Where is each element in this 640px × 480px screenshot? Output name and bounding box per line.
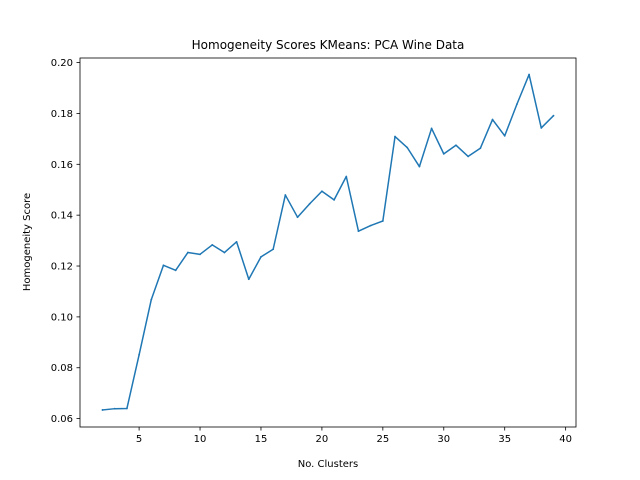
x-tick-label: 10 xyxy=(194,434,207,445)
data-point xyxy=(247,278,250,281)
data-point xyxy=(406,146,409,149)
series-line-0 xyxy=(101,73,555,411)
data-point xyxy=(467,155,470,158)
data-point xyxy=(503,134,506,137)
x-tick-label: 15 xyxy=(255,434,268,445)
data-point xyxy=(540,127,543,129)
y-axis-label: Homogeneity Score xyxy=(22,193,33,291)
y-tick-label: 0.06 xyxy=(51,414,73,425)
data-point xyxy=(235,240,238,243)
data-point xyxy=(369,224,372,227)
data-point xyxy=(381,220,384,222)
data-point xyxy=(186,251,189,254)
data-point xyxy=(491,118,494,121)
chart-title: Homogeneity Scores KMeans: PCA Wine Data xyxy=(192,38,465,52)
y-tick-label: 0.10 xyxy=(51,312,73,323)
data-point xyxy=(174,269,177,272)
data-point xyxy=(552,114,555,117)
data-point xyxy=(308,202,311,205)
data-point xyxy=(528,73,530,76)
data-point xyxy=(455,144,457,147)
axes-frame xyxy=(79,57,577,428)
data-point xyxy=(345,175,348,178)
data-point xyxy=(357,230,360,233)
x-tick-label: 5 xyxy=(136,434,142,445)
data-point xyxy=(272,248,275,251)
data-point xyxy=(284,194,287,196)
data-point xyxy=(442,152,445,155)
data-point xyxy=(199,253,201,256)
x-tick-label: 30 xyxy=(437,434,450,445)
y-tick-label: 0.12 xyxy=(51,262,73,273)
data-point xyxy=(515,103,518,106)
x-tick-label: 35 xyxy=(498,434,511,445)
data-point xyxy=(430,127,433,130)
y-tick-label: 0.18 xyxy=(51,109,73,120)
y-tick-label: 0.14 xyxy=(51,211,73,222)
data-point xyxy=(260,255,262,258)
y-tick-label: 0.08 xyxy=(51,363,73,374)
data-point xyxy=(479,147,482,150)
y-tick-label: 0.20 xyxy=(51,58,73,69)
data-point xyxy=(418,165,421,168)
data-point xyxy=(296,216,299,219)
data-point xyxy=(321,190,323,193)
x-axis-label: No. Clusters xyxy=(298,459,358,470)
y-tick-label: 0.16 xyxy=(51,160,73,171)
x-tick-label: 40 xyxy=(559,434,572,445)
x-tick-label: 20 xyxy=(316,434,329,445)
data-point xyxy=(223,251,226,254)
data-point xyxy=(211,244,214,246)
x-tick-label: 25 xyxy=(376,434,389,445)
data-point xyxy=(138,353,141,356)
data-point xyxy=(126,407,128,410)
data-point xyxy=(162,264,165,267)
data-point xyxy=(394,135,396,138)
plot-area: 5 10 15 20 25 30 35 40 0.06 0.08 0.10 0.12 0.14 0.16 0… xyxy=(51,57,577,445)
data-point xyxy=(150,298,153,301)
data-point xyxy=(113,407,116,410)
data-point xyxy=(333,199,335,201)
data-point xyxy=(101,409,104,411)
